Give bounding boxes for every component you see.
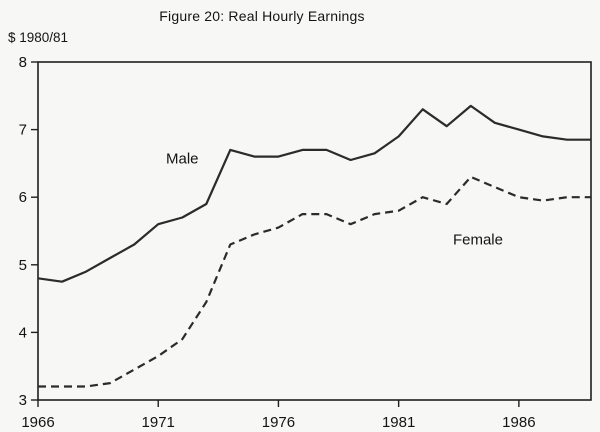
y-tick-label: 5: [19, 257, 27, 274]
plot-border: [37, 61, 592, 401]
x-tick-label: 1971: [142, 414, 175, 431]
y-tick-label: 6: [19, 189, 27, 206]
male-series-label: Male: [166, 150, 199, 167]
y-axis-unit-label: $ 1980/81: [8, 30, 69, 45]
y-tick-label: 4: [19, 324, 27, 341]
female-series-label: Female: [453, 232, 503, 249]
line-chart: 3 4 5 6 7 8 1966 1971 1976 1981 1986 Male Female: [19, 54, 592, 431]
y-tick-label: 7: [19, 122, 27, 139]
x-tick-label: 1981: [382, 414, 415, 431]
female-series-line: [38, 175, 591, 388]
x-tick-label: 1976: [262, 414, 295, 431]
x-tick-label: 1966: [21, 414, 54, 431]
chart-title: Figure 20: Real Hourly Earnings: [159, 8, 365, 24]
y-tick-label: 3: [19, 392, 27, 409]
male-series-line: [37, 104, 591, 283]
y-tick-label: 8: [19, 54, 27, 71]
x-tick-label: 1986: [502, 414, 535, 431]
